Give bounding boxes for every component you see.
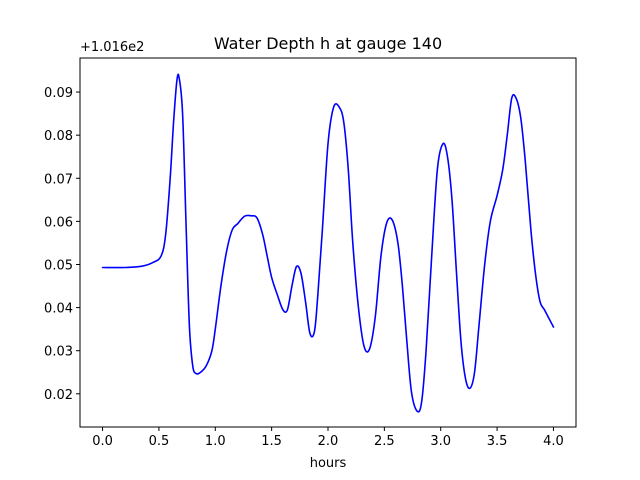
x-tick-label: 3.5 [487,434,508,449]
y-tick-label: 0.04 [44,302,73,317]
y-tick-label: 0.06 [44,215,73,230]
y-tick-label: 0.07 [44,172,73,187]
chart-title: Water Depth h at gauge 140 [214,34,442,53]
series-line-0 [101,73,555,413]
x-tick-label: 2.5 [374,434,395,449]
y-tick-label: 0.03 [44,345,73,360]
x-tick-label: 1.0 [205,434,226,449]
x-tick-label: 3.0 [430,434,451,449]
x-tick-label: 1.5 [261,434,282,449]
y-axis-ticks: 0.02 0.03 0.04 0.05 0.06 0.07 0.08 0.09 [44,86,80,403]
y-tick-label: 0.09 [44,86,73,101]
x-tick-label: 2.0 [318,434,339,449]
y-tick-label: 0.08 [44,129,73,144]
x-tick-label: 4.0 [543,434,564,449]
x-axis-label: hours [310,456,347,471]
y-tick-label: 0.02 [44,388,73,403]
y-tick-label: 0.05 [44,258,73,273]
x-tick-label: 0.5 [149,434,170,449]
y-offset-label: +1.016e2 [80,40,144,55]
x-axis-ticks: 0.0 0.5 1.0 1.5 2.0 2.5 3.0 3.5 4.0 [92,427,564,449]
x-tick-label: 0.0 [92,434,113,449]
